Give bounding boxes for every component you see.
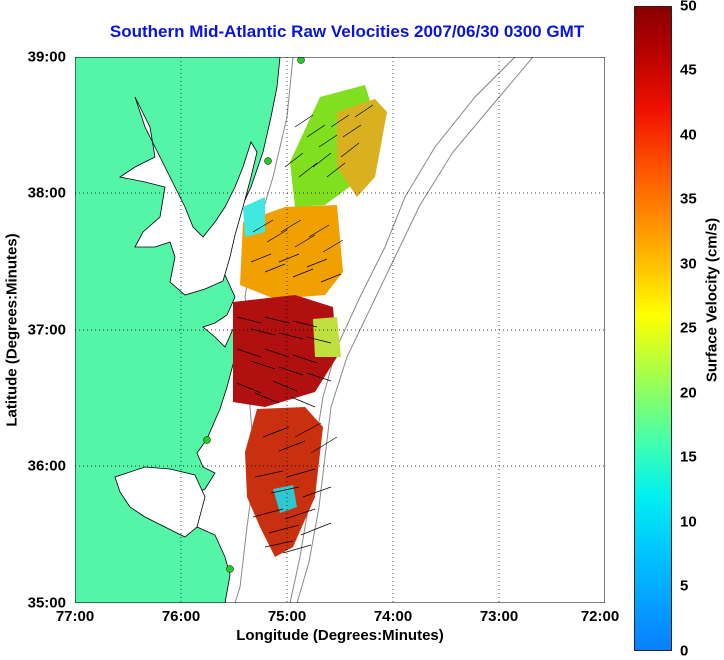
y-tick-label: 37:00 xyxy=(27,321,66,339)
velocity-map xyxy=(75,57,605,603)
colorbar-tick: 35 xyxy=(680,190,697,208)
colorbar-tick: 0 xyxy=(680,642,689,660)
chesapeake-bay xyxy=(118,96,258,296)
velocity-field xyxy=(233,295,337,407)
colorbar-tick: 50 xyxy=(680,0,697,15)
velocity-arrows xyxy=(236,104,374,554)
velocity-field xyxy=(245,407,323,557)
y-tick-label: 38:00 xyxy=(27,184,66,202)
colorbar-tick: 45 xyxy=(680,61,697,79)
colorbar-tick: 30 xyxy=(680,255,697,273)
velocity-field xyxy=(240,205,343,299)
x-tick-label: 77:00 xyxy=(55,608,95,625)
colorbar xyxy=(634,6,672,651)
colorbar-tick: 20 xyxy=(680,384,697,402)
velocity-field xyxy=(337,99,387,197)
station-marker xyxy=(203,436,211,444)
station-marker xyxy=(226,565,234,573)
x-tick-label: 73:00 xyxy=(479,608,519,625)
x-axis-label: Longitude (Degrees:Minutes) xyxy=(236,627,444,644)
y-axis-label: Latitude (Degrees:Minutes) xyxy=(3,233,21,427)
y-tick-label: 35:00 xyxy=(27,594,66,612)
colorbar-tick: 5 xyxy=(680,577,689,595)
x-tick-label: 74:00 xyxy=(373,608,413,625)
x-tick-label: 75:00 xyxy=(267,608,307,625)
velocity-field xyxy=(273,485,297,513)
x-tick-label: 72:00 xyxy=(580,608,620,625)
depth-contour xyxy=(296,57,534,603)
map-title: Southern Mid-Atlantic Raw Velocities 200… xyxy=(109,22,585,41)
y-tick-label: 36:00 xyxy=(27,457,66,475)
colorbar-tick: 40 xyxy=(680,126,697,144)
colorbar-tick: 10 xyxy=(680,513,697,531)
grid xyxy=(75,57,605,603)
colorbar-label: Surface Velocity (cm/s) xyxy=(703,217,721,383)
colorbar-tick: 15 xyxy=(680,448,697,466)
velocity-field xyxy=(243,197,265,237)
y-tick-label: 39:00 xyxy=(27,48,66,66)
velocity-field xyxy=(313,317,341,357)
x-tick-label: 76:00 xyxy=(161,608,201,625)
pamlico-sound xyxy=(114,466,206,538)
station-marker xyxy=(297,57,305,64)
colorbar-tick: 25 xyxy=(680,319,697,337)
station-marker xyxy=(264,157,272,165)
